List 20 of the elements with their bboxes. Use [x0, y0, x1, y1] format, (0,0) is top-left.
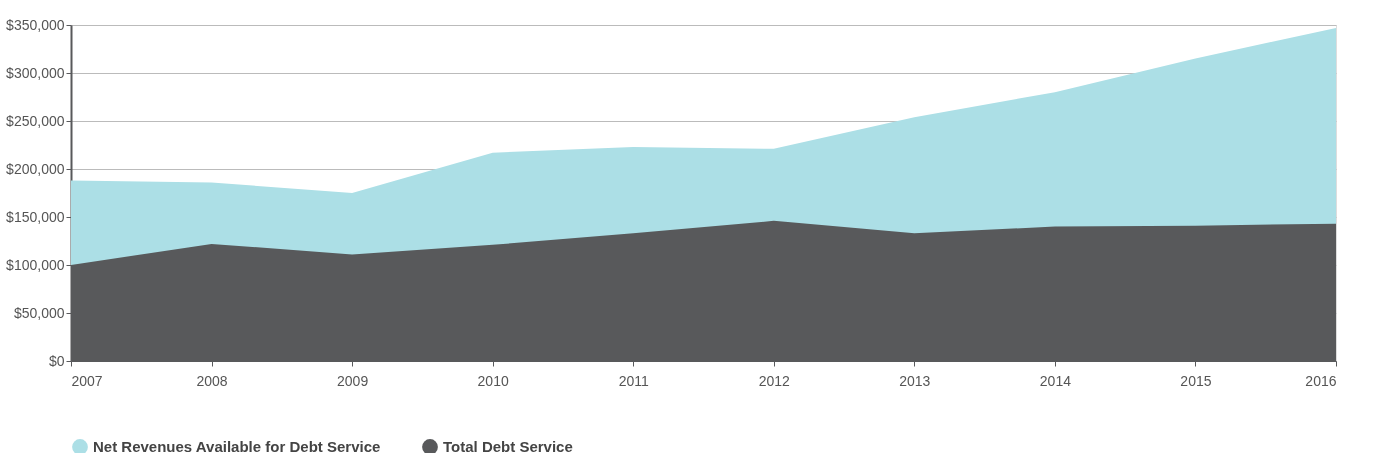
x-tick-label: 2010: [477, 372, 509, 389]
y-tick-label: $250,000: [6, 112, 65, 129]
y-tick-label: $300,000: [6, 64, 65, 81]
x-tick-label: 2011: [618, 372, 649, 389]
legend-label: Total Debt Service: [443, 438, 573, 453]
x-tick-label: 2013: [899, 372, 931, 389]
x-tick-label: 2008: [196, 372, 228, 389]
y-tick-label: $150,000: [6, 208, 65, 225]
y-tick-label: $200,000: [6, 160, 65, 177]
x-tick-label: 2007: [71, 372, 103, 389]
x-tick-label: 2009: [337, 372, 369, 389]
x-tick-label: 2014: [1039, 372, 1072, 389]
x-tick-label: 2015: [1180, 372, 1212, 389]
y-tick-label: $0: [48, 352, 65, 369]
x-tick-label: 2012: [758, 372, 791, 389]
y-tick-label: $350,000: [6, 16, 65, 33]
x-tick-label: 2016: [1305, 372, 1337, 389]
y-tick-label: $100,000: [6, 256, 65, 273]
y-tick-label: $50,000: [13, 304, 65, 321]
legend-label: Net Revenues Available for Debt Service: [93, 438, 381, 453]
